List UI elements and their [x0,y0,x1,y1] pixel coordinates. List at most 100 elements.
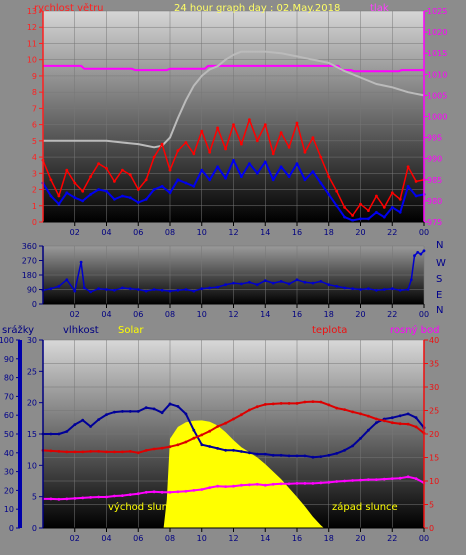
wind-gust-point [390,191,394,195]
temperature-point [287,402,291,405]
wind-gust-point [367,209,370,213]
temperature-point [192,436,196,440]
temperature-x-tick-label: 12 [228,534,238,543]
wind-speed-point [89,193,92,196]
temperature-x-tick-label: 00 [419,534,429,543]
wind-speed-point [224,176,228,180]
humidity-tick-label: 20 [27,399,37,408]
temperature-point [200,433,204,437]
humidity-point [240,450,243,453]
wind-gust-point [121,168,124,172]
temperature-x-tick-label: 16 [292,534,302,543]
precipitation-tick-label: 70 [4,392,14,401]
temperature-point [382,419,386,423]
humidity-point [343,448,346,452]
wind-gust-point [279,131,283,135]
wind-speed-point [390,206,394,209]
wind-direction-point [367,287,370,291]
humidity-point [398,414,402,418]
humidity-point [200,443,204,447]
wind-gust-point [128,173,132,177]
wind-direction-point [248,280,251,284]
temperature-point [128,450,132,453]
direction-x-tick-label: 10 [197,310,207,319]
wind-gust-point [184,141,188,144]
pressure-tick-label: 1015 [427,49,447,58]
direction-x-tick-label: 04 [101,310,111,319]
temperature-point [121,450,124,454]
wind-direction-point [398,288,402,292]
wind-x-tick-label: 18 [324,228,334,237]
wind-x-tick-label: 12 [228,228,238,237]
temperature-x-tick-label: 04 [101,534,111,543]
wind-direction-point [382,288,386,291]
pressure-tick-label: 1005 [427,91,447,100]
humidity-point [73,423,77,426]
wind-gust-point [49,178,53,182]
wind-direction-point [327,283,331,287]
wind-x-tick-label: 20 [355,228,365,237]
direction-tick-label: 360 [22,242,37,251]
wind-direction-point [57,284,61,288]
temperature-point [168,445,172,449]
humidity-point [152,407,156,411]
sunset-label: západ slunce [332,501,398,513]
wind-tick-label: 12 [27,23,37,32]
direction-x-tick-label: 02 [70,310,80,319]
wind-direction-point [240,282,243,286]
humidity-point [295,454,299,458]
wind-speed-point [184,181,188,185]
dewpoint-point [97,495,100,499]
temperature-tick-label: 10 [429,477,439,486]
precipitation-axis-label: srážky [2,324,34,336]
wind-gust-point [335,189,339,193]
wind-speed-point [152,188,156,191]
wind-gust-point [406,165,410,169]
dewpoint-point [224,485,228,488]
temperature-tick-label: 35 [429,360,439,369]
sunrise-label: východ slunce [108,501,180,513]
temperature-point [113,450,116,454]
wind-direction-point [255,283,259,287]
dewpoint-point [359,478,362,482]
dewpoint-point [128,493,132,496]
wind-gust-point [65,168,69,172]
wind-direction-point [375,288,378,292]
wind-tick-label: 9 [32,72,37,81]
wind-gust-point [136,188,140,191]
temperature-tick-label: 15 [429,454,439,463]
wind-x-tick-label: 16 [292,228,302,237]
chart-title: 24 hour graph day : 02.May.2018 [174,3,340,14]
wind-gust-point [343,206,346,209]
humidity-tick-label: 10 [27,461,37,470]
pressure-axis-label: tlak [370,3,389,14]
wind-speed-point [240,175,243,179]
temperature-point [232,417,235,421]
direction-tick-label: 0 [32,300,37,309]
wind-speed-point [319,181,323,185]
temperature-tick-label: 5 [429,501,434,510]
wind-gust-point [168,168,172,172]
wind-direction-point [152,288,156,291]
temperature-point [160,446,164,450]
humidity-point [279,453,283,457]
wind-direction-point [200,287,204,291]
humidity-point [375,421,378,425]
humidity-axis-label: vlhkost [63,325,99,336]
dewpoint-point [232,484,235,488]
humidity-point [89,425,92,428]
wind-speed-point [287,175,291,179]
dewpoint-point [343,479,346,483]
dewpoint-point [113,494,116,498]
wind-x-tick-label: 04 [101,228,111,237]
wind-speed-axis-label: rychlost větru [34,2,104,14]
wind-gust-point [208,150,212,154]
humidity-point [184,412,188,416]
temperature-point [375,417,378,421]
direction-label-s: S [436,274,442,285]
wind-direction-point [97,287,100,291]
dewpoint-point [216,484,220,488]
humidity-point [192,428,196,432]
dewpoint-point [375,478,378,481]
temperature-point [255,405,259,409]
